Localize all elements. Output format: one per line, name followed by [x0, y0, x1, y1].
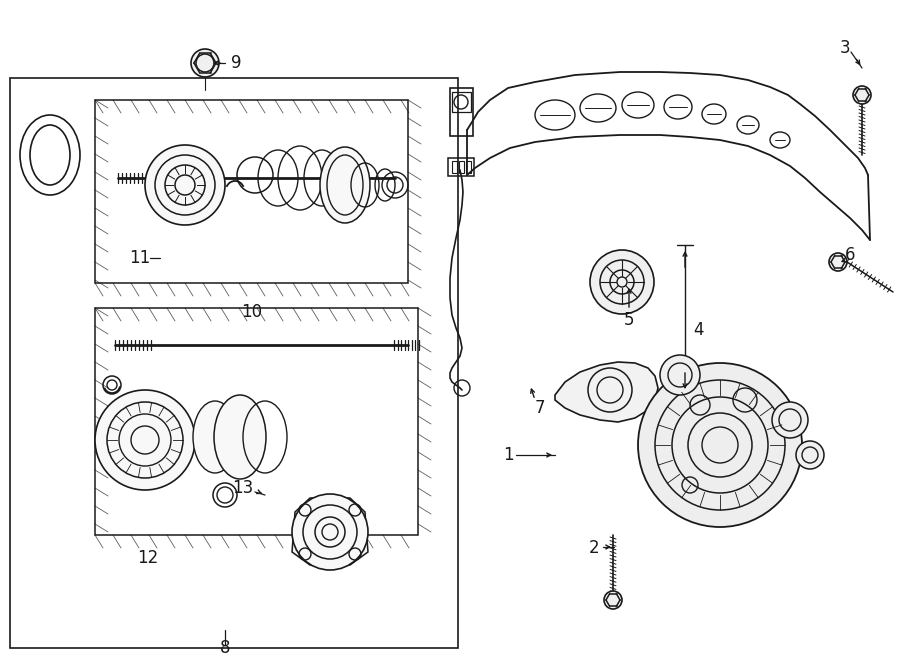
Circle shape — [660, 355, 700, 395]
Circle shape — [590, 250, 654, 314]
Circle shape — [638, 363, 802, 527]
Text: 2: 2 — [589, 539, 599, 557]
Ellipse shape — [320, 147, 370, 223]
Text: 13: 13 — [232, 479, 254, 497]
Circle shape — [191, 49, 219, 77]
Bar — [10, 78, 458, 648]
Bar — [452, 92, 471, 112]
Text: 11: 11 — [130, 249, 150, 267]
Text: 7: 7 — [535, 399, 545, 417]
Circle shape — [604, 591, 622, 609]
Text: 9: 9 — [230, 54, 241, 72]
Circle shape — [853, 86, 871, 104]
Text: 1: 1 — [503, 446, 513, 464]
Circle shape — [772, 402, 808, 438]
Circle shape — [95, 390, 195, 490]
Circle shape — [829, 253, 847, 271]
Ellipse shape — [214, 395, 266, 479]
Text: 12: 12 — [138, 549, 158, 567]
Circle shape — [292, 494, 368, 570]
Bar — [448, 158, 474, 176]
Text: 5: 5 — [624, 311, 634, 329]
Polygon shape — [292, 498, 368, 565]
Circle shape — [145, 145, 225, 225]
Bar — [452, 161, 457, 173]
Circle shape — [796, 441, 824, 469]
Text: 6: 6 — [845, 246, 855, 264]
Bar — [459, 161, 464, 173]
Polygon shape — [555, 362, 658, 422]
Ellipse shape — [193, 401, 237, 473]
Text: 10: 10 — [241, 303, 263, 321]
Text: 3: 3 — [840, 39, 850, 57]
Bar — [466, 161, 471, 173]
Text: 8: 8 — [220, 639, 230, 657]
Bar — [450, 88, 473, 136]
Text: 4: 4 — [693, 321, 703, 339]
